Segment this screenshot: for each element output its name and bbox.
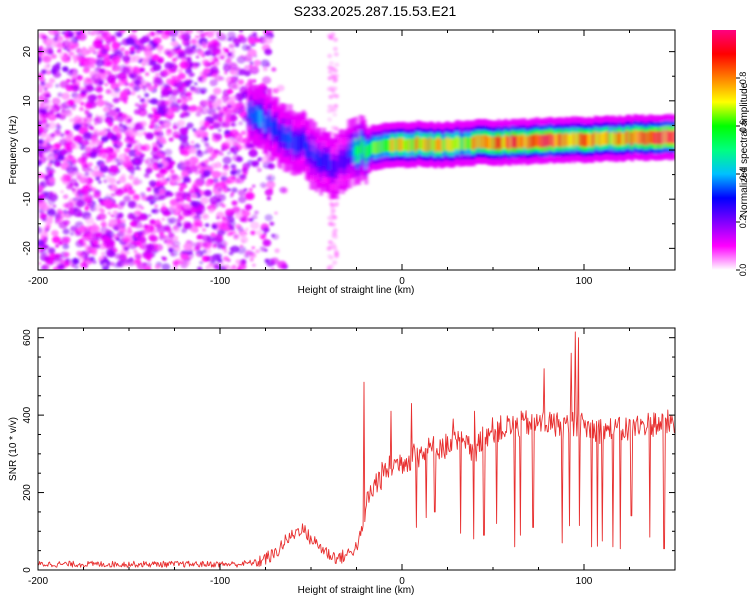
artifact-column — [326, 32, 340, 270]
x-tick-label: -100 — [210, 576, 230, 587]
signal-ridge — [247, 79, 675, 200]
x-tick-label: -100 — [210, 276, 230, 287]
x-tick-label: -200 — [28, 576, 48, 587]
colorbar-tick-label: 0.8 — [738, 72, 748, 85]
y-tick-label: 200 — [22, 484, 33, 501]
figure-title: S233.2025.287.15.53.E21 — [294, 3, 457, 19]
colorbar-tick-label: 0.4 — [738, 168, 748, 181]
y-tick-label: 0 — [22, 567, 33, 573]
noise-speckle — [38, 30, 289, 270]
y-tick-label: 10 — [22, 95, 33, 107]
colorbar: 0.0 0.2 0.4 0.6 0.8 Normalized spectral ampl… — [712, 30, 750, 276]
x-tick-label: 100 — [576, 576, 593, 587]
spectrogram-x-label: Height of straight line (km) — [298, 285, 415, 296]
y-tick-label: 0 — [22, 147, 33, 153]
snr-axes: -200 -100 0 100 0 200 400 600 — [22, 328, 676, 587]
colorbar-gradient — [712, 30, 736, 270]
colorbar-tick-label: 0.6 — [738, 120, 748, 133]
snr-panel: -200 -100 0 100 0 200 400 600 Height of straigh… — [8, 327, 676, 596]
y-tick-label: 600 — [22, 329, 33, 346]
colorbar-tick-label: 0.2 — [738, 216, 748, 229]
spectrogram-image — [38, 30, 675, 270]
x-tick-label: 100 — [576, 276, 593, 287]
snr-plot-area — [38, 331, 675, 568]
x-tick-label: -200 — [28, 276, 48, 287]
snr-x-label: Height of straight line (km) — [298, 585, 415, 596]
colorbar-label: Normalized spectral amplitude — [739, 82, 750, 217]
y-tick-label: 20 — [22, 46, 33, 58]
y-tick-label: 400 — [22, 406, 33, 423]
colorbar-ticks: 0.0 0.2 0.4 0.6 0.8 — [736, 72, 748, 277]
y-tick-label: -10 — [22, 192, 33, 207]
spectrogram-y-label: Frequency (Hz) — [8, 116, 19, 185]
y-tick-label: -20 — [22, 241, 33, 256]
x-tick-label: 0 — [399, 576, 405, 587]
snr-series-line — [38, 331, 675, 568]
colorbar-tick-label: 0.0 — [738, 264, 748, 277]
x-tick-label: 0 — [399, 276, 405, 287]
snr-y-label: SNR (10 * v/v) — [8, 417, 19, 481]
